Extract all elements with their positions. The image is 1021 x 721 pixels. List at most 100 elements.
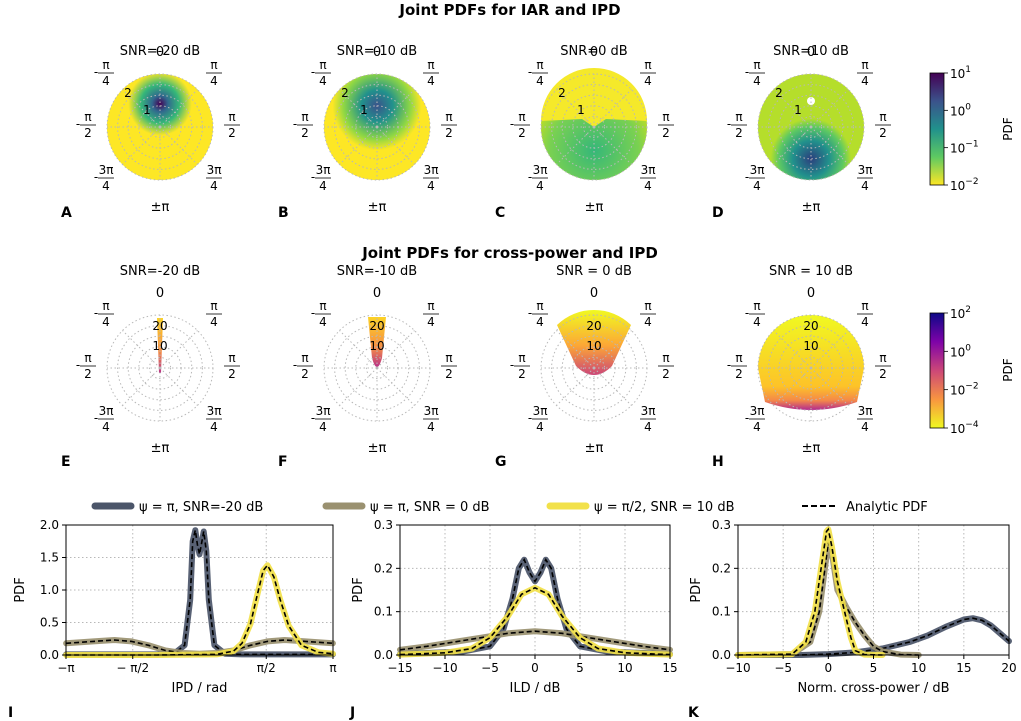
svg-text:2: 2 xyxy=(518,367,526,381)
svg-text:-: - xyxy=(76,358,80,372)
title-top: Joint PDFs for IAR and IPD xyxy=(398,1,620,19)
svg-text:-: - xyxy=(510,358,514,372)
svg-text:3π: 3π xyxy=(533,404,548,418)
angle-label-right: π2 xyxy=(441,110,457,140)
polar-rtick: 10 xyxy=(369,339,384,353)
angle-label-bottom: ±π xyxy=(585,200,604,215)
polar-title: SNR=-20 dB xyxy=(120,264,200,279)
svg-text:-: - xyxy=(745,306,749,320)
polar-rtick: 20 xyxy=(586,319,601,333)
y-axis-label: PDF xyxy=(689,577,704,602)
x-axis-label: Norm. cross-power / dB xyxy=(797,681,949,696)
x-tick-label: −5 xyxy=(481,661,499,675)
x-tick-label: π xyxy=(329,661,336,675)
svg-text:2: 2 xyxy=(735,126,743,140)
colorbar-cross-bar xyxy=(929,312,945,429)
x-tick-label: −π xyxy=(57,661,74,675)
svg-text:π: π xyxy=(102,58,109,72)
panel-letter: H xyxy=(712,454,724,470)
polar-spoke xyxy=(773,89,812,128)
polar-ring xyxy=(768,325,854,411)
polar-spoke xyxy=(159,89,198,128)
svg-text:4: 4 xyxy=(536,315,544,329)
svg-text:-: - xyxy=(76,117,80,131)
svg-text:2: 2 xyxy=(879,126,887,140)
svg-text:3π: 3π xyxy=(858,404,873,418)
svg-text:3π: 3π xyxy=(641,404,656,418)
line-panel-k: −10 −5 0 5 10 15 20 0.0 0.1 0.2 0.3 Norm. cross-pow… xyxy=(688,518,1017,721)
svg-text:-: - xyxy=(311,65,315,79)
svg-text:-: - xyxy=(528,170,532,184)
svg-text:3π: 3π xyxy=(99,163,114,177)
polar-spoke xyxy=(593,126,632,165)
colorbar-iar: 101 100 10−1 10−2 PDF xyxy=(929,65,1015,193)
polar-spoke xyxy=(593,367,632,406)
polar-spoke xyxy=(122,89,161,128)
angle-label-lower-left: -3π 4 xyxy=(311,163,331,193)
panel-letter: K xyxy=(688,705,700,721)
panel-letter: A xyxy=(61,205,72,221)
y-axis-label: PDF xyxy=(351,577,366,602)
polar-title: SNR = 10 dB xyxy=(769,264,853,279)
angle-label-upper-left: - π 4 xyxy=(311,299,331,329)
svg-text:4: 4 xyxy=(427,315,435,329)
polar-spoke xyxy=(810,330,849,369)
polar-ring xyxy=(117,84,203,170)
svg-text:4: 4 xyxy=(861,420,869,434)
polar-title: SNR=-20 dB xyxy=(120,44,200,59)
polar-rtick: 2 xyxy=(558,86,566,100)
polar-spoke xyxy=(593,89,632,128)
svg-text:2: 2 xyxy=(84,126,92,140)
svg-text:4: 4 xyxy=(536,420,544,434)
polar-ring xyxy=(127,335,193,401)
x-axis-label: ILD / dB xyxy=(510,681,561,696)
svg-text:π: π xyxy=(735,351,742,365)
svg-text:-: - xyxy=(528,306,532,320)
svg-text:4: 4 xyxy=(861,179,869,193)
angle-label-right: π2 xyxy=(441,351,457,381)
angle-label-left: - π 2 xyxy=(76,110,96,140)
svg-text:π: π xyxy=(445,351,452,365)
svg-text:4: 4 xyxy=(210,315,218,329)
svg-text:-: - xyxy=(510,117,514,131)
x-tick-label: π/2 xyxy=(257,661,276,675)
angle-label-top: 0 xyxy=(156,286,164,301)
polar-title: SNR=-10 dB xyxy=(337,264,417,279)
svg-text:-: - xyxy=(745,65,749,79)
polar-title: SNR = 0 dB xyxy=(556,264,632,279)
polar-spoke xyxy=(159,126,198,165)
y-tick-label: 0.5 xyxy=(40,616,59,630)
polar-ring xyxy=(344,335,410,401)
angle-label-lower-left: -3π 4 xyxy=(528,163,548,193)
polar-rtick: 1 xyxy=(143,103,151,117)
angle-label-top: 0 xyxy=(590,286,598,301)
angle-label-lower-right: 3π4 xyxy=(423,404,439,434)
svg-text:-: - xyxy=(745,411,749,425)
angle-label-top: 0 xyxy=(590,45,598,60)
colorbar-iar-label: PDF xyxy=(1001,117,1015,140)
svg-text:2: 2 xyxy=(735,367,743,381)
svg-text:4: 4 xyxy=(210,420,218,434)
svg-text:π: π xyxy=(753,58,760,72)
svg-text:4: 4 xyxy=(210,179,218,193)
angle-label-left: - π 2 xyxy=(76,351,96,381)
svg-text:π: π xyxy=(536,58,543,72)
angle-label-upper-right: π4 xyxy=(206,299,222,329)
panel-letter: J xyxy=(349,705,355,721)
angle-label-upper-left: - π 4 xyxy=(94,299,114,329)
svg-text:-: - xyxy=(293,117,297,131)
svg-text:π: π xyxy=(427,299,434,313)
polar-rtick: 10 xyxy=(586,339,601,353)
angle-label-left: - π 2 xyxy=(293,110,313,140)
svg-text:π: π xyxy=(644,58,651,72)
x-tick-label: 5 xyxy=(870,661,878,675)
angle-label-lower-left: -3π 4 xyxy=(311,404,331,434)
legend-label: ψ = π/2, SNR = 10 dB xyxy=(594,500,735,515)
svg-text:4: 4 xyxy=(861,315,869,329)
svg-text:3π: 3π xyxy=(424,163,439,177)
y-tick-label: 0.2 xyxy=(712,561,731,575)
x-tick-label: 0 xyxy=(825,661,833,675)
angle-label-left: - π 2 xyxy=(727,110,747,140)
svg-text:-: - xyxy=(311,411,315,425)
panel-letter: E xyxy=(61,454,71,470)
